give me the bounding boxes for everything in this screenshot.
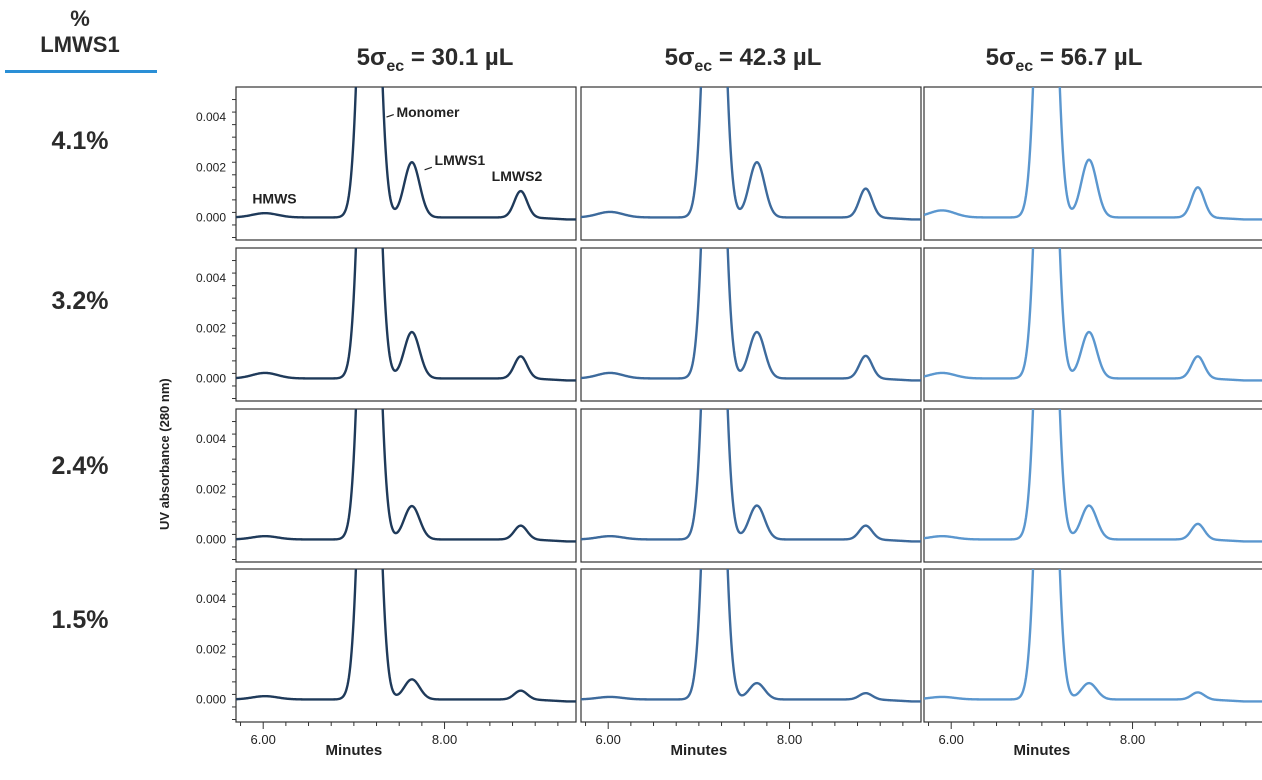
panel-frame-c3r4 (923, 568, 1262, 723)
corner-header: % LMWS1 (5, 6, 155, 58)
trace-c3r2 (924, 248, 1262, 382)
row-header-4: 1.5% (51, 606, 109, 634)
x-tick-label-c1r4: 8.00 (432, 732, 457, 747)
trace-c1r4 (236, 569, 576, 703)
column-header-3: 5σec = 56.7 µL (985, 44, 1143, 75)
trace-c1r1 (236, 87, 576, 221)
y-tick-label-c1r2: 0.004 (196, 271, 226, 285)
y-tick-label-c1r2: 0.000 (196, 371, 226, 385)
trace-c1r3 (236, 409, 576, 543)
trace-c2r2 (581, 248, 921, 382)
hmws-label: HMWS (252, 191, 296, 207)
panel-frame-c1r3 (235, 408, 577, 563)
row-header-2: 3.2% (51, 287, 109, 315)
panel-frame-c2r4 (580, 568, 922, 723)
x-axis-label-c1r4: Minutes (326, 742, 383, 759)
header-underline (5, 70, 157, 73)
lmws2-label: LMWS2 (492, 168, 543, 184)
x-axis-label-c2r4: Minutes (671, 742, 728, 759)
y-tick-label-c1r3: 0.000 (196, 532, 226, 546)
row-header-3: 2.4% (51, 452, 109, 480)
trace-c3r4 (924, 569, 1262, 703)
y-tick-label-c1r1: 0.002 (196, 160, 226, 174)
column-header-1: 5σec = 30.1 µL (356, 44, 514, 75)
panel-frame-c1r1 (235, 86, 577, 241)
percent-symbol: % (70, 6, 90, 31)
panel-frame-c2r2 (580, 247, 922, 402)
y-tick-label-c1r4: 0.004 (196, 592, 226, 606)
y-tick-label-c1r2: 0.002 (196, 321, 226, 335)
monomer-label: Monomer (396, 104, 460, 120)
y-tick-label-c1r3: 0.004 (196, 432, 226, 446)
trace-c2r3 (581, 409, 921, 543)
panel-frame-c2r1 (580, 86, 922, 241)
panel-frame-c1r4 (235, 568, 577, 723)
y-tick-label-c1r1: 0.004 (196, 110, 226, 124)
x-tick-label-c3r4: 8.00 (1120, 732, 1145, 747)
row-header-1: 4.1% (51, 127, 109, 155)
x-tick-label-c3r4: 6.00 (939, 732, 964, 747)
x-axis-label-c3r4: Minutes (1014, 742, 1071, 759)
panel-frame-c1r2 (235, 247, 577, 402)
trace-c1r2 (236, 248, 576, 382)
monomer-leader-line (386, 114, 394, 118)
panel-frame-c2r3 (580, 408, 922, 563)
trace-c2r4 (581, 569, 921, 703)
panel-frame-c3r2 (923, 247, 1262, 402)
x-tick-label-c1r4: 6.00 (251, 732, 276, 747)
trace-c2r1 (581, 87, 921, 221)
lmws1-label: LMWS1 (435, 152, 486, 168)
y-tick-label-c1r4: 0.000 (196, 692, 226, 706)
lmws1-header-label: LMWS1 (40, 32, 120, 57)
y-tick-label-c1r3: 0.002 (196, 482, 226, 496)
column-header-2: 5σec = 42.3 µL (664, 44, 822, 75)
y-tick-label-c1r1: 0.000 (196, 210, 226, 224)
trace-c3r1 (924, 87, 1262, 221)
x-tick-label-c2r4: 8.00 (777, 732, 802, 747)
y-tick-label-c1r4: 0.002 (196, 642, 226, 656)
trace-c3r3 (924, 409, 1262, 543)
panel-frame-c3r3 (923, 408, 1262, 563)
panel-frame-c3r1 (923, 86, 1262, 241)
x-tick-label-c2r4: 6.00 (596, 732, 621, 747)
lmws1-leader-line (424, 166, 433, 171)
